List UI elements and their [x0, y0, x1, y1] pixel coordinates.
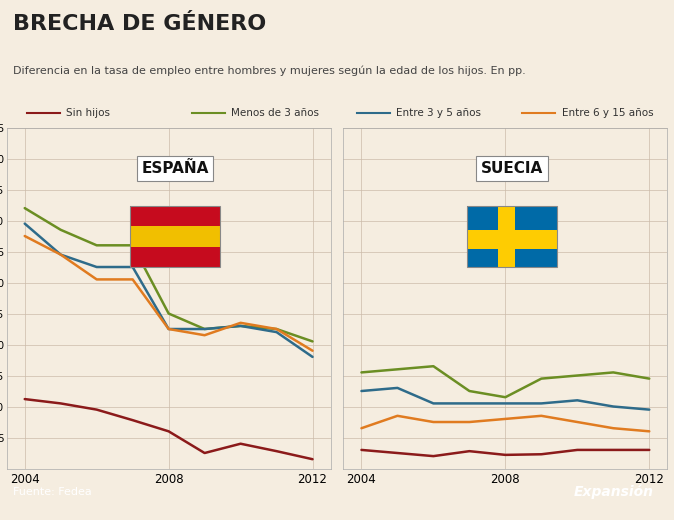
Bar — [466, 206, 557, 267]
Text: SUECIA: SUECIA — [481, 161, 543, 176]
Bar — [130, 247, 220, 267]
Bar — [466, 206, 557, 267]
Text: Entre 6 y 15 años: Entre 6 y 15 años — [561, 108, 653, 118]
Bar — [130, 206, 220, 267]
Bar — [130, 226, 220, 247]
Bar — [130, 206, 220, 226]
Text: Menos de 3 años: Menos de 3 años — [231, 108, 319, 118]
Bar — [498, 206, 514, 267]
Text: Entre 3 y 5 años: Entre 3 y 5 años — [396, 108, 481, 118]
Text: ESPAÑA: ESPAÑA — [142, 161, 209, 176]
Text: Fuente: Fedea: Fuente: Fedea — [13, 487, 92, 497]
Text: Diferencia en la tasa de empleo entre hombres y mujeres según la edad de los hij: Diferencia en la tasa de empleo entre ho… — [13, 66, 526, 76]
Text: BRECHA DE GÉNERO: BRECHA DE GÉNERO — [13, 15, 267, 34]
Text: Sin hijos: Sin hijos — [66, 108, 110, 118]
Bar — [466, 230, 557, 249]
Text: Expansión: Expansión — [574, 485, 654, 499]
